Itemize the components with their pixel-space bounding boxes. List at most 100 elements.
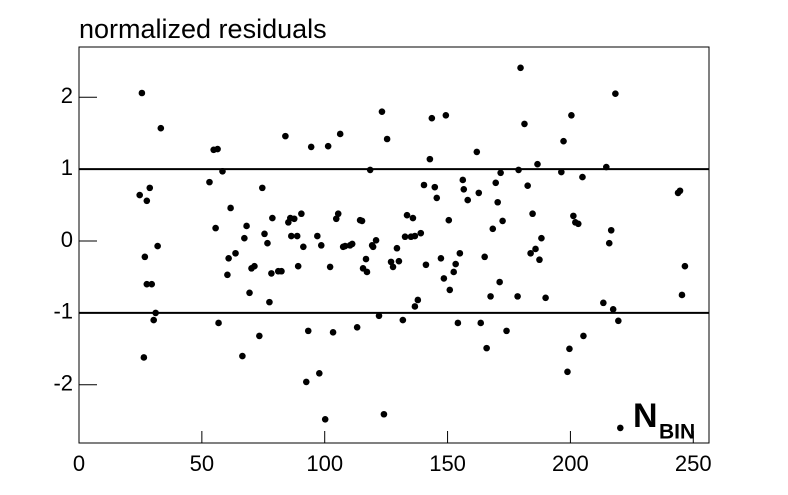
data-point — [579, 173, 586, 181]
annotation-subscript: BIN — [659, 421, 695, 444]
data-point — [426, 155, 434, 163]
data-point — [609, 306, 617, 313]
data-point — [492, 179, 500, 187]
data-point — [566, 345, 573, 353]
data-point — [483, 344, 490, 352]
data-point — [258, 184, 266, 192]
data-point — [442, 111, 450, 119]
data-point — [487, 293, 494, 300]
data-point — [517, 64, 524, 72]
data-point — [450, 268, 458, 276]
data-point — [532, 245, 539, 253]
data-point — [256, 332, 263, 340]
data-point — [278, 267, 285, 275]
data-point — [154, 242, 161, 250]
data-point — [141, 253, 149, 261]
data-point — [261, 230, 268, 238]
data-point — [138, 89, 146, 97]
data-point — [433, 194, 441, 202]
data-point — [514, 293, 521, 300]
data-point — [499, 217, 506, 225]
data-point — [375, 312, 383, 320]
y-tick-label: 1 — [61, 155, 73, 180]
data-point — [246, 289, 253, 297]
data-point — [602, 163, 610, 171]
data-point — [529, 210, 536, 218]
data-point — [440, 275, 448, 282]
data-point — [454, 319, 462, 327]
data-point — [616, 424, 624, 432]
data-point — [681, 262, 689, 270]
data-point — [143, 280, 151, 288]
data-point — [380, 410, 388, 418]
data-point — [411, 232, 419, 240]
data-point — [574, 220, 582, 228]
data-point — [269, 214, 276, 222]
data-point — [414, 296, 422, 304]
data-point — [206, 178, 213, 186]
y-tick-label: 2 — [61, 83, 73, 108]
data-point — [534, 160, 541, 168]
y-tick-label: -1 — [53, 299, 73, 324]
data-point — [401, 233, 409, 241]
data-point — [422, 261, 430, 269]
data-point — [570, 212, 577, 220]
y-tick-label: 0 — [61, 227, 73, 252]
data-point — [243, 222, 250, 230]
data-point — [362, 255, 370, 263]
data-point — [282, 132, 289, 140]
x-tick-label: 200 — [552, 451, 589, 476]
data-point — [224, 271, 231, 279]
data-point — [251, 262, 258, 270]
data-point — [417, 229, 425, 237]
data-point — [214, 145, 221, 153]
data-point — [395, 257, 403, 265]
data-point — [336, 130, 344, 138]
data-point — [403, 211, 411, 219]
x-tick-label: 250 — [675, 451, 712, 476]
x-tick-label: 150 — [429, 451, 466, 476]
data-point — [326, 263, 334, 271]
data-point — [481, 253, 488, 261]
plot-frame — [78, 46, 710, 444]
data-point — [497, 169, 504, 177]
data-point — [383, 135, 391, 143]
data-point — [445, 216, 453, 224]
x-tick-label: 100 — [306, 451, 343, 476]
data-point — [437, 254, 445, 262]
data-point — [148, 280, 156, 288]
data-point — [489, 225, 497, 233]
data-point — [456, 249, 464, 257]
annotation: N — [633, 397, 658, 435]
data-point — [496, 278, 503, 286]
data-point — [607, 226, 615, 234]
data-point — [143, 197, 151, 205]
data-point — [536, 256, 543, 264]
data-point — [452, 260, 459, 268]
data-point — [334, 210, 342, 218]
data-point — [348, 240, 356, 248]
data-point — [329, 329, 337, 336]
data-point — [600, 299, 607, 307]
data-point — [212, 224, 219, 232]
data-point — [241, 234, 248, 242]
data-point — [558, 168, 565, 176]
data-point — [307, 143, 315, 151]
data-point — [389, 263, 397, 271]
data-point — [225, 254, 232, 262]
data-point — [302, 378, 310, 386]
data-point — [428, 114, 436, 122]
data-point — [293, 232, 301, 240]
data-point — [503, 327, 510, 335]
data-point — [568, 111, 575, 119]
data-point — [366, 166, 374, 174]
data-point — [678, 291, 686, 299]
data-point — [494, 198, 501, 206]
data-point — [538, 234, 545, 242]
data-point — [477, 319, 485, 327]
data-point — [431, 183, 439, 191]
data-point — [140, 354, 148, 361]
data-point — [612, 90, 619, 98]
data-point — [152, 309, 159, 317]
data-point — [157, 124, 165, 132]
